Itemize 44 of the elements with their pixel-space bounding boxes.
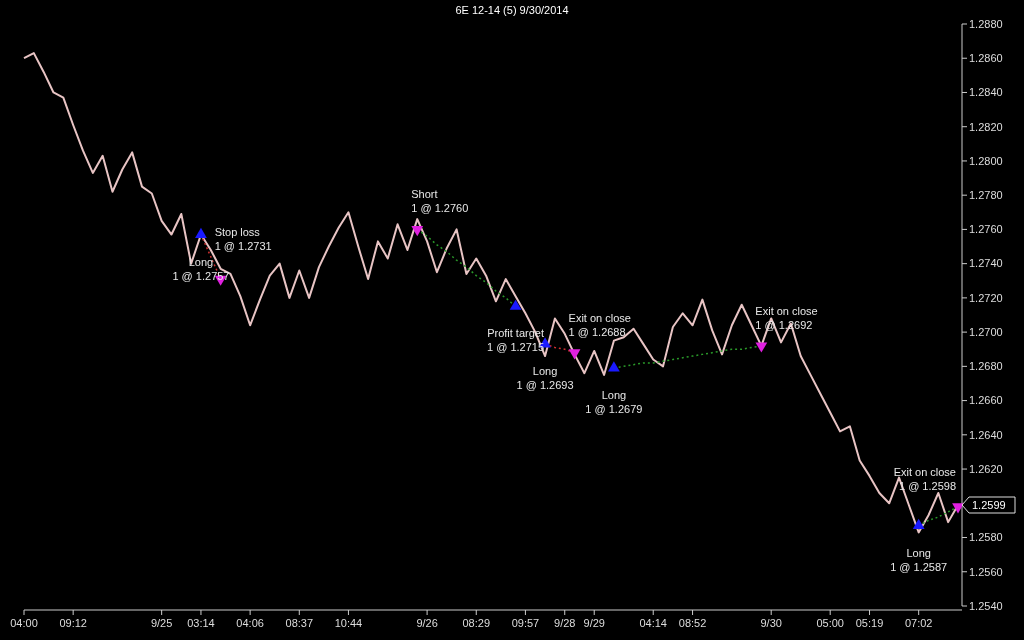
y-tick-label: 1.2860: [969, 52, 1003, 65]
text: 1.2599: [972, 498, 1006, 511]
y-tick-label: 1.2820: [969, 120, 1003, 133]
annotation: Short 1 @ 1.2760: [411, 188, 469, 215]
y-tick-label: 1.2760: [969, 223, 1003, 236]
x-tick-label: 04:00: [10, 617, 38, 629]
y-tick-label: 1.2700: [969, 325, 1003, 338]
y-tick-label: 1.2620: [969, 462, 1003, 475]
x-tick-label: 9/30: [760, 617, 782, 629]
x-tick-label: 05:00: [816, 617, 844, 629]
x-tick-label: 04:14: [639, 617, 667, 629]
annotation: Exit on close 1 @ 1.2688: [568, 311, 631, 338]
y-tick-label: 1.2740: [969, 257, 1003, 270]
y-tick-label: 1.2840: [969, 86, 1003, 99]
x-tick-label: 08:52: [678, 617, 707, 629]
annotation: Long 1 @ 1.2587: [890, 546, 948, 573]
y-tick-label: 1.2640: [969, 428, 1003, 441]
y-tick-label: 1.2540: [969, 599, 1003, 612]
x-tick-label: 9/28: [554, 617, 576, 629]
x-tick-label: 04:06: [236, 617, 264, 629]
y-tick-label: 1.2800: [969, 154, 1003, 167]
y-tick-label: 1.2660: [969, 394, 1003, 407]
x-tick-label: 05:19: [855, 617, 884, 629]
y-tick-label: 1.2880: [969, 17, 1003, 30]
x-tick-label: 10:44: [334, 617, 363, 629]
x-tick-label: 08:37: [285, 617, 314, 629]
annotation: Exit on close 1 @ 1.2598: [893, 465, 956, 492]
y-tick-label: 1.2780: [969, 189, 1003, 202]
chart-title: 6E 12-14 (5) 9/30/2014: [455, 4, 569, 16]
annotation: Long 1 @ 1.2679: [585, 389, 643, 416]
x-tick-label: 09:57: [511, 617, 540, 629]
x-tick-label: 09:12: [59, 617, 87, 629]
annotation: Long 1 @ 1.2693: [516, 365, 574, 392]
y-tick-label: 1.2680: [969, 360, 1003, 373]
x-tick-label: 08:29: [462, 617, 491, 629]
y-tick-label: 1.2580: [969, 531, 1003, 544]
x-tick-label: 9/26: [416, 617, 438, 629]
y-tick-label: 1.2720: [969, 291, 1003, 304]
x-tick-label: 9/25: [150, 617, 173, 629]
x-tick-label: 07:02: [904, 617, 933, 629]
annotation: Stop loss 1 @ 1.2731: [214, 225, 272, 252]
y-tick-label: 1.2560: [969, 565, 1003, 578]
x-tick-label: 03:14: [187, 617, 215, 629]
x-tick-label: 9/29: [583, 617, 605, 629]
